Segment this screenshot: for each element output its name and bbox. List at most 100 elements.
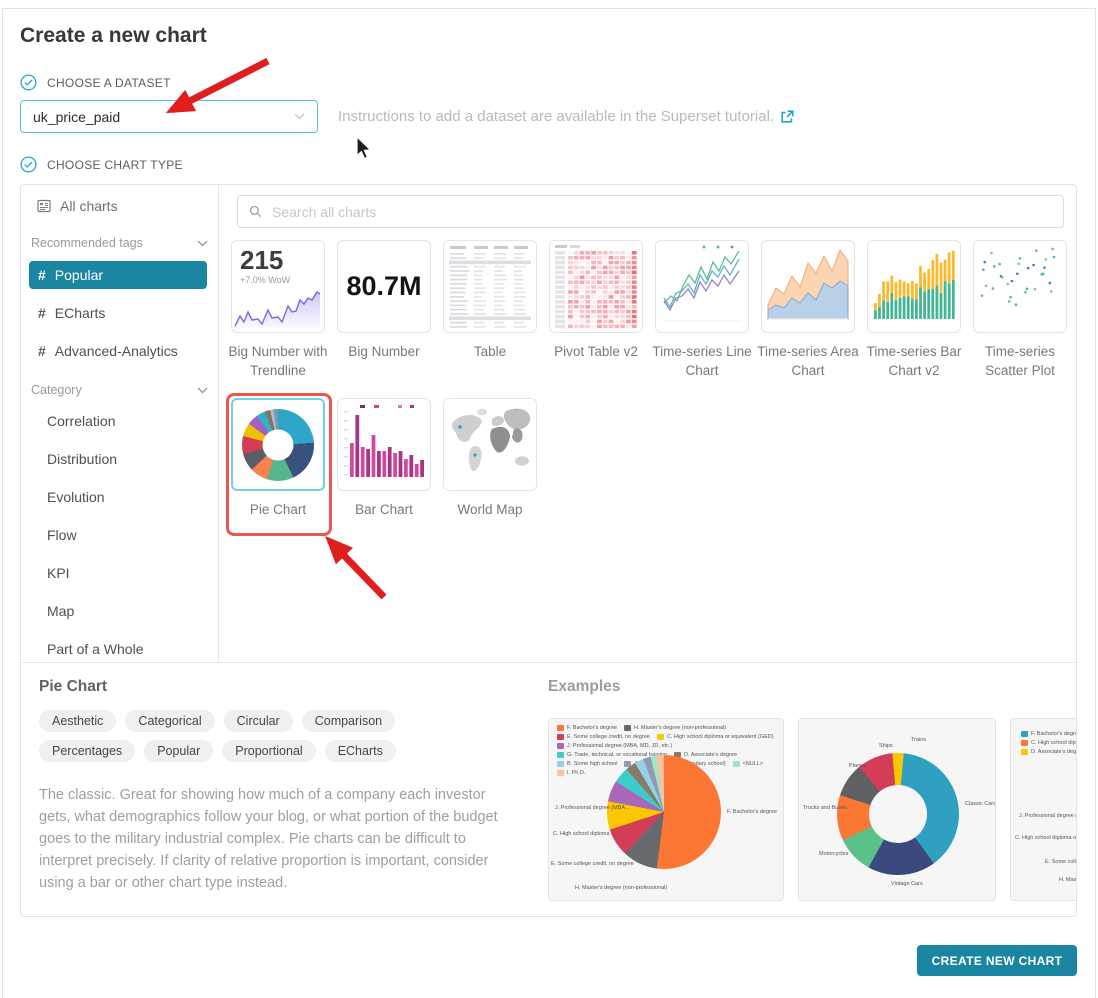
pie-callout: J. Professional degree (M [1019, 813, 1076, 819]
chart-gallery-area: All charts Recommended tags # Popular # … [21, 185, 1076, 663]
tag-pill: Comparison [301, 710, 396, 732]
legend-item: J. Professional degree (MBA, MD, JD, etc… [557, 743, 672, 749]
sidebar-item-popular[interactable]: # Popular [29, 261, 207, 289]
create-new-chart-button[interactable]: CREATE NEW CHART [917, 945, 1077, 976]
sidebar-item-all-charts[interactable]: All charts [37, 198, 118, 214]
chart-card-big-number-trendline[interactable]: 215 +7.0% WoW Big Number with Trendline [228, 240, 328, 380]
chart-card-label: Time-series Bar Chart v2 [866, 344, 962, 378]
sidebar-item-label: Part of a Whole [47, 641, 144, 657]
sidebar-group-category[interactable]: Category [31, 383, 208, 397]
chart-type-selector-panel: All charts Recommended tags # Popular # … [20, 184, 1077, 917]
details-title: Pie Chart [39, 678, 108, 695]
chart-card-big-number[interactable]: 80.7M Big Number [337, 240, 431, 380]
legend-item: C. High school diploma or equivalent (GE… [656, 734, 774, 740]
chart-thumb: 80.7M [337, 240, 431, 333]
sidebar-item-map[interactable]: Map [29, 597, 207, 625]
example-legend: F. Bachelor's degre C. High school diplo D… [1021, 731, 1076, 755]
legend-item: E. Some college credit, no degree [557, 734, 650, 740]
legend-item: I. Ph.D. [557, 770, 585, 776]
chart-card-label: Pivot Table v2 [554, 344, 638, 359]
chart-card-ts-bar-v2[interactable]: Time-series Bar Chart v2 [867, 240, 961, 380]
thumb-big-number: 215 [240, 245, 284, 275]
chart-card-ts-scatter[interactable]: Time-series Scatter Plot [973, 240, 1067, 380]
legend-swatch [1021, 749, 1028, 755]
check-circle-icon [20, 156, 37, 173]
chart-card-bar[interactable]: Bar Chart [337, 398, 431, 519]
pie-callout: C. High school diploma or eq [1015, 835, 1076, 841]
legend-item: D. Associate's degre [1021, 749, 1076, 755]
chevron-down-icon [197, 240, 208, 247]
sidebar-item-evolution[interactable]: Evolution [29, 483, 207, 511]
hash-icon: # [38, 343, 46, 359]
chart-card-label: Big Number [348, 344, 420, 359]
chart-card-table[interactable]: Table [443, 240, 537, 380]
example-legend: F. Bachelor's degree H. Master's degree (… [557, 725, 779, 776]
sidebar-item-label: ECharts [54, 305, 106, 321]
sidebar-item-correlation[interactable]: Correlation [29, 407, 207, 435]
chart-card-label: Bar Chart [355, 502, 413, 517]
sidebar-item-part-of-a-whole[interactable]: Part of a Whole [29, 635, 207, 662]
example-pie-chart [607, 755, 721, 869]
pie-callout: E. Some college [1045, 859, 1076, 865]
tag-pill: Aesthetic [39, 710, 117, 732]
legend-swatch [557, 761, 564, 767]
chart-thumb [337, 398, 431, 491]
legend-swatch [673, 752, 681, 758]
legend-item: F. Bachelor's degre [1021, 731, 1076, 737]
check-circle-icon [20, 74, 37, 91]
sidebar-item-flow[interactable]: Flow [29, 521, 207, 549]
sidebar-item-kpi[interactable]: KPI [29, 559, 207, 587]
sidebar-item-advanced-analytics[interactable]: # Advanced-Analytics [29, 337, 207, 365]
chart-thumb [761, 240, 855, 333]
step-choose-dataset: CHOOSE A DATASET [20, 74, 171, 91]
external-link-icon[interactable] [780, 109, 794, 124]
legend-item: F. Bachelor's degree [557, 725, 617, 731]
sidebar-item-label: Popular [54, 267, 104, 283]
pie-callout: Trains [911, 737, 927, 743]
legend-swatch [557, 752, 564, 758]
legend-swatch [732, 761, 740, 767]
all-charts-label: All charts [60, 198, 118, 214]
chart-card-label: Time-series Scatter Plot [984, 344, 1055, 378]
chart-card-pie[interactable]: Pie Chart [226, 393, 332, 536]
legend-item: C. High school diplo [1021, 740, 1076, 746]
chart-card-label: Table [473, 344, 507, 359]
chart-card-ts-line[interactable]: Time-series Line Chart [652, 240, 752, 380]
sidebar-item-echarts[interactable]: # ECharts [29, 299, 207, 327]
dataset-hint-text: Instructions to add a dataset are availa… [338, 108, 775, 125]
legend-swatch [557, 725, 564, 731]
pie-callout: Motorcycles [819, 851, 849, 857]
chart-card-pivot-table-v2[interactable]: Pivot Table v2 [549, 240, 643, 380]
step-choose-chart-type: CHOOSE CHART TYPE [20, 156, 183, 173]
legend-item: H. Master's degree (non-professional) [623, 725, 726, 731]
chart-thumb [655, 240, 749, 333]
chart-card-ts-area[interactable]: Time-series Area Chart [757, 240, 859, 380]
sidebar-item-label: Correlation [47, 413, 116, 429]
legend-swatch [557, 770, 564, 776]
chart-cards-row-1: 215 +7.0% WoW Big Number with Trendline … [228, 240, 1067, 380]
chart-card-world-map[interactable]: World Map [443, 398, 537, 519]
tag-pill: Percentages [39, 740, 136, 762]
group-label: Category [31, 383, 82, 397]
sidebar-item-distribution[interactable]: Distribution [29, 445, 207, 473]
sidebar-group-recommended-tags[interactable]: Recommended tags [31, 236, 208, 250]
dataset-select[interactable]: uk_price_paid [20, 100, 318, 133]
chart-thumb [867, 240, 961, 333]
search-input[interactable] [270, 202, 1052, 221]
example-donut-chart [837, 753, 959, 875]
chart-card-label: Time-series Line Chart [652, 344, 752, 378]
pie-callout: Vintage Cars [891, 881, 923, 887]
gallery-icon [37, 199, 51, 213]
legend-item: B. Some high school [557, 761, 617, 767]
pie-callout: H. Mast [1059, 877, 1076, 883]
tag-pill: Proportional [222, 740, 316, 762]
details-description: The classic. Great for showing how much … [39, 787, 498, 891]
tag-pill: Circular [223, 710, 293, 732]
dataset-hint: Instructions to add a dataset are availa… [338, 108, 794, 125]
pie-callout: Planes [849, 763, 866, 769]
tag-pill: ECharts [324, 740, 396, 762]
hash-icon: # [38, 267, 46, 283]
dataset-select-value: uk_price_paid [33, 108, 121, 125]
legend-item: D. Associate's degree [673, 752, 737, 758]
pie-callout: H. Master's degree (non-professional) [575, 885, 668, 891]
